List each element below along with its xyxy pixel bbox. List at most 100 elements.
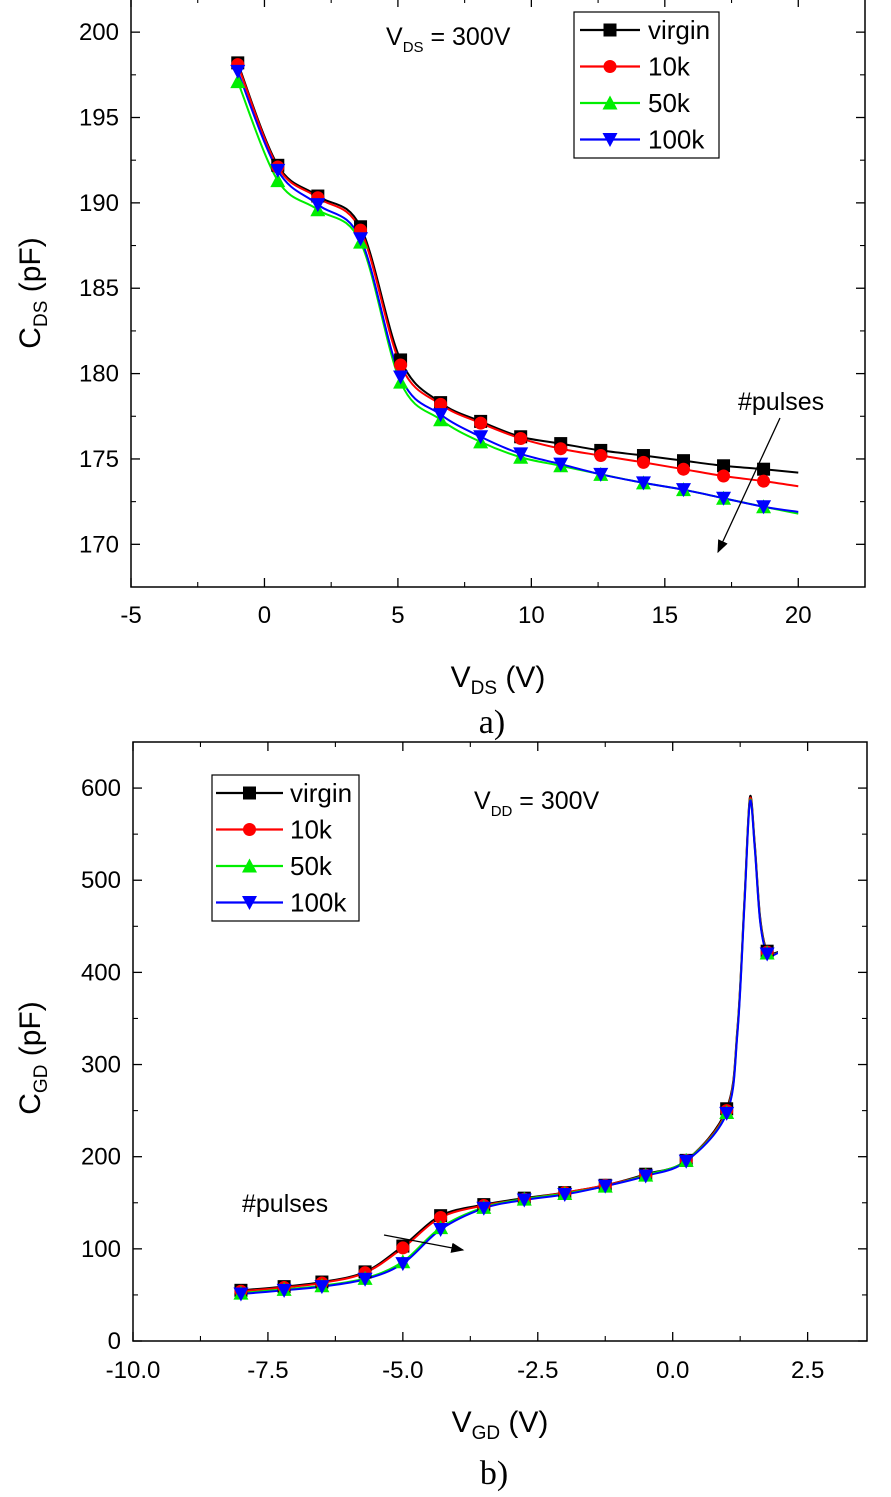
chart-a: -5 0 5 10 15 20 170 175 180 185 190 195 200 VDS (V)… xyxy=(14,0,866,741)
data-point-100k xyxy=(756,500,772,515)
x-tick-label: -2.5 xyxy=(517,1357,558,1384)
data-point-100k xyxy=(310,198,326,213)
data-point-100k xyxy=(433,408,449,423)
data-point-10k xyxy=(474,416,488,430)
x-tick-label: 10 xyxy=(518,602,545,629)
data-point-10k xyxy=(434,397,448,411)
chart-b-pulses-annotation: #pulses xyxy=(242,1190,328,1218)
chart-a-legend-frame xyxy=(573,11,720,159)
y-tick-label: 185 xyxy=(79,275,119,302)
x-tick-label: -7.5 xyxy=(247,1357,288,1384)
data-point-100k xyxy=(716,491,732,506)
y-tick-label: 0 xyxy=(108,1328,121,1355)
data-point-100k xyxy=(557,1187,573,1202)
data-point-50k xyxy=(230,74,246,89)
data-point-10k xyxy=(757,474,771,488)
chart-a-pulses-arrow xyxy=(717,417,781,554)
chart-b-plot-frame xyxy=(132,741,868,1342)
legend-marker-50k xyxy=(602,95,618,110)
data-point-100k xyxy=(473,430,489,445)
chart-b-panel-label: b) xyxy=(480,1455,508,1492)
data-point-virgin xyxy=(717,459,731,473)
legend-marker-100k xyxy=(602,133,618,147)
chart-a-pulses-annotation: #pulses xyxy=(738,388,824,416)
data-point-100k xyxy=(635,476,651,491)
data-point-10k xyxy=(394,358,408,372)
y-tick-label: 300 xyxy=(81,1052,121,1079)
data-point-100k xyxy=(230,64,246,79)
data-point-10k xyxy=(677,462,691,476)
data-point-100k xyxy=(353,232,369,247)
chart-a-plot-frame xyxy=(130,0,866,588)
y-tick-label: 100 xyxy=(81,1236,121,1263)
data-point-100k xyxy=(676,483,692,498)
chart-b-condition-annotation: VDD = 300V xyxy=(474,787,600,820)
y-tick-label: 400 xyxy=(81,959,121,986)
chart-b-series xyxy=(233,794,779,1302)
data-point-100k xyxy=(593,467,609,482)
chart-b: -10.0 -7.5 -5.0 -2.5 0.0 2.5 0 100 200 300 400 500… xyxy=(14,741,868,1492)
y-tick-label: 190 xyxy=(79,190,119,217)
legend-label-10k: 10k xyxy=(648,52,691,82)
x-tick-label: -5.0 xyxy=(382,1357,423,1384)
data-point-100k xyxy=(719,1106,735,1121)
data-point-100k xyxy=(393,370,409,385)
data-point-100k xyxy=(233,1287,249,1302)
chart-b-y-axis-label: CGD (pF) xyxy=(14,1001,52,1115)
y-tick-label: 175 xyxy=(79,446,119,473)
data-point-10k xyxy=(396,1241,410,1255)
x-tick-label: 5 xyxy=(391,602,404,629)
data-point-100k xyxy=(553,457,569,472)
x-tick-label: -5 xyxy=(120,602,141,629)
x-tick-label: 2.5 xyxy=(791,1357,824,1384)
chart-b-pulses-arrow xyxy=(383,1234,465,1253)
data-point-100k xyxy=(597,1179,613,1194)
legend-marker-10k xyxy=(603,60,617,73)
chart-a-condition-annotation: VDS = 300V xyxy=(386,23,511,56)
chart-b-x-ticks: -10.0 -7.5 -5.0 -2.5 0.0 2.5 xyxy=(106,742,824,1384)
chart-b-legend: virgin 10k 50k 100k xyxy=(211,774,360,922)
data-point-100k xyxy=(476,1201,492,1216)
chart-b-legend-frame xyxy=(211,774,360,922)
chart-a-x-ticks: -5 0 5 10 15 20 xyxy=(120,0,812,629)
legend-label-50k: 50k xyxy=(648,88,691,118)
y-tick-label: 500 xyxy=(81,867,121,894)
legend-marker-virgin xyxy=(603,23,617,37)
chart-a-y-axis-label: CDS (pF) xyxy=(14,237,52,348)
legend-marker-50k xyxy=(242,858,257,873)
y-tick-label: 195 xyxy=(79,105,119,132)
legend-marker-virgin xyxy=(243,786,256,800)
chart-a-x-axis-label: VDS (V) xyxy=(451,661,546,699)
data-point-10k xyxy=(554,442,568,456)
chart-a-series xyxy=(230,56,799,515)
data-point-100k xyxy=(357,1272,373,1287)
chart-b-y-ticks: 0 100 200 300 400 500 600 xyxy=(81,775,867,1355)
y-tick-label: 180 xyxy=(79,361,119,388)
y-tick-label: 200 xyxy=(81,1144,121,1171)
data-point-10k xyxy=(636,455,650,469)
data-point-10k xyxy=(514,431,528,445)
y-tick-label: 200 xyxy=(79,19,119,46)
data-point-10k xyxy=(594,449,608,463)
data-point-100k xyxy=(516,1193,532,1208)
data-point-50k xyxy=(270,173,286,188)
data-point-100k xyxy=(759,947,775,962)
x-tick-label: -10.0 xyxy=(106,1357,161,1384)
chart-a-y-ticks: 170 175 180 185 190 195 200 xyxy=(79,19,865,558)
legend-label-virgin: virgin xyxy=(648,15,710,45)
data-point-10k xyxy=(717,469,731,483)
data-point-100k xyxy=(270,163,286,178)
data-point-10k xyxy=(434,1211,448,1225)
legend-marker-100k xyxy=(242,896,257,910)
chart-b-x-axis-label: VGD (V) xyxy=(452,1406,549,1444)
data-point-100k xyxy=(638,1169,654,1184)
data-point-100k xyxy=(513,447,529,462)
legend-label-virgin: virgin xyxy=(290,778,352,808)
y-tick-label: 170 xyxy=(79,531,119,558)
data-point-100k xyxy=(678,1154,694,1169)
data-point-100k xyxy=(314,1280,330,1295)
y-tick-label: 600 xyxy=(81,775,121,802)
chart-a-panel-label: a) xyxy=(479,704,505,741)
series-line-100k xyxy=(236,71,799,513)
